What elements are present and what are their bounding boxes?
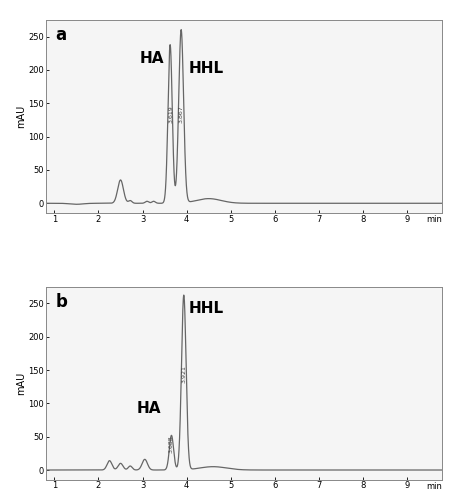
- Text: a: a: [56, 26, 66, 44]
- Y-axis label: mAU: mAU: [15, 105, 25, 128]
- Text: HHL: HHL: [188, 62, 223, 76]
- Text: min: min: [425, 215, 441, 224]
- Text: HA: HA: [136, 402, 161, 416]
- Text: 3.867: 3.867: [178, 106, 183, 124]
- Text: b: b: [56, 292, 67, 310]
- Text: HHL: HHL: [188, 302, 223, 316]
- Y-axis label: mAU: mAU: [15, 372, 25, 395]
- Text: 3.619: 3.619: [168, 106, 173, 124]
- Text: HA: HA: [139, 52, 163, 66]
- Text: 3.688: 3.688: [168, 436, 173, 454]
- Text: min: min: [425, 482, 441, 491]
- Text: 3.921: 3.921: [181, 366, 186, 384]
